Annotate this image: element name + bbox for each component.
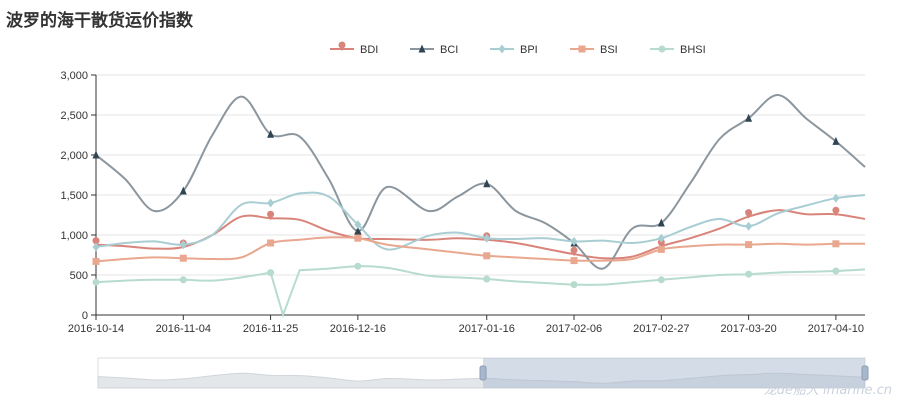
slider-handle-grip xyxy=(861,365,869,381)
marker-bpi xyxy=(92,242,100,252)
marker-bci xyxy=(267,129,275,138)
legend-item-bsi: BSI xyxy=(570,44,618,56)
chart-grid xyxy=(96,74,865,316)
marker-bsi xyxy=(267,239,275,247)
x-tick-label: 2017-02-06 xyxy=(546,323,602,335)
marker-bhsi xyxy=(179,276,187,284)
series-line-bpi xyxy=(95,191,866,251)
marker-bhsi xyxy=(570,281,578,289)
legend-label: BCI xyxy=(440,44,458,56)
marker-bdi xyxy=(570,246,578,257)
y-tick-label: 3,000 xyxy=(60,70,88,82)
y-tick-label: 500 xyxy=(70,270,88,282)
marker-bci xyxy=(483,179,491,188)
pin-tip xyxy=(339,46,345,51)
pin-tip xyxy=(571,251,577,257)
marker-bpi xyxy=(570,236,578,246)
legend-item-bhsi: BHSI xyxy=(650,44,706,56)
legend-item-bpi: BPI xyxy=(490,44,538,56)
pin-tip xyxy=(267,215,274,221)
slider-handle-grip xyxy=(479,365,487,381)
y-tick-label: 1,500 xyxy=(60,190,88,202)
marker-bci xyxy=(657,218,665,227)
y-axis: 0 500 1,000 1,500 2,000 2,500 3,000 xyxy=(60,70,97,322)
pin-tip xyxy=(745,214,752,219)
marker-bci xyxy=(354,226,362,235)
legend-marker xyxy=(418,44,426,53)
slider-selection xyxy=(483,358,865,388)
legend-marker xyxy=(498,44,506,54)
legend-label: BHSI xyxy=(680,44,706,56)
marker-bsi xyxy=(570,257,578,265)
x-tick-label: 2017-04-10 xyxy=(808,323,864,335)
marker-bhsi xyxy=(92,278,100,286)
y-tick-label: 2,000 xyxy=(60,150,88,162)
marker-bci xyxy=(92,150,100,159)
marker-bpi xyxy=(657,233,665,243)
marker-bsi xyxy=(354,234,362,242)
legend-label: BSI xyxy=(600,44,618,56)
marker-bsi xyxy=(657,245,665,253)
marker-bsi xyxy=(745,241,753,249)
x-tick-label: 2016-11-25 xyxy=(243,323,298,335)
x-tick-label: 2017-02-27 xyxy=(633,323,689,335)
marker-bdi xyxy=(832,206,840,217)
series-line-bhsi xyxy=(95,265,866,319)
legend-label: BPI xyxy=(520,44,538,56)
slider-handle[interactable] xyxy=(861,365,869,381)
legend-item-bdi: BDI xyxy=(330,41,378,56)
x-tick-label: 2017-03-20 xyxy=(720,323,776,335)
pin-tip xyxy=(833,211,839,217)
marker-bpi xyxy=(483,233,491,243)
x-tick-label: 2016-11-04 xyxy=(156,323,211,335)
y-tick-label: 1,000 xyxy=(60,230,88,242)
y-tick-label: 0 xyxy=(82,310,88,322)
marker-bci xyxy=(179,186,187,195)
chart-series xyxy=(92,93,866,319)
x-tick-label: 2016-12-16 xyxy=(330,323,386,335)
marker-bsi xyxy=(832,240,840,248)
marker-bhsi xyxy=(267,269,275,277)
marker-bhsi xyxy=(657,276,665,284)
marker-bci xyxy=(832,136,840,145)
marker-bhsi xyxy=(745,270,753,278)
legend-marker xyxy=(578,45,586,53)
watermark: 龙de船人 imarine.cn xyxy=(763,383,892,398)
legend-label: BDI xyxy=(360,44,378,56)
page-title: 波罗的海干散货运价指数 xyxy=(6,11,193,31)
marker-bpi xyxy=(354,220,362,230)
legend-marker xyxy=(338,41,346,51)
legend-marker xyxy=(658,45,666,53)
marker-bhsi xyxy=(832,267,840,275)
marker-bdi xyxy=(745,209,753,219)
marker-bdi xyxy=(267,210,275,221)
series-line-bdi xyxy=(95,209,866,260)
y-tick-label: 2,500 xyxy=(60,110,88,122)
series-line-bsi xyxy=(95,236,866,263)
marker-bpi xyxy=(745,221,753,231)
x-axis: 2016-10-14 2016-11-04 2016-11-25 2016-12-16… xyxy=(68,315,864,335)
marker-bhsi xyxy=(483,275,491,283)
datazoom-slider xyxy=(97,357,869,389)
legend-item-bci: BCI xyxy=(410,44,458,56)
marker-bsi xyxy=(483,252,491,260)
x-tick-label: 2017-01-16 xyxy=(459,323,515,335)
marker-bhsi xyxy=(354,262,362,270)
marker-bpi xyxy=(832,193,840,203)
marker-bpi xyxy=(267,198,275,208)
slider-handle[interactable] xyxy=(479,365,487,381)
marker-bsi xyxy=(179,254,187,262)
chart-legend: BDI BCI BPI BSI BHSI xyxy=(330,41,706,56)
marker-bsi xyxy=(92,257,100,265)
marker-bci xyxy=(745,113,753,122)
marker-bpi xyxy=(179,240,187,250)
x-tick-label: 2016-10-14 xyxy=(68,323,124,335)
